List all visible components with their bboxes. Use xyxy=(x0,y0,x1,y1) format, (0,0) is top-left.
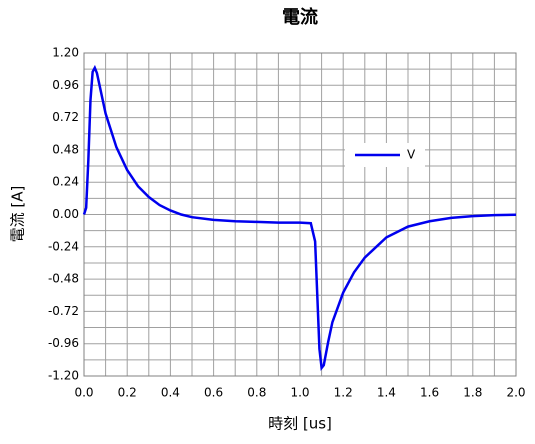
y-tick-label: -0.48 xyxy=(48,272,79,286)
y-tick-label: 0.24 xyxy=(52,175,79,189)
y-tick-label: 0.96 xyxy=(52,78,79,92)
y-tick-label: -0.24 xyxy=(48,239,79,253)
legend-label: V xyxy=(407,148,416,162)
x-tick-label: 1.8 xyxy=(463,386,482,400)
x-tick-label: 0.0 xyxy=(74,386,93,400)
y-tick-label: -1.20 xyxy=(48,369,79,383)
x-tick-label: 0.4 xyxy=(161,386,180,400)
x-tick-label: 1.2 xyxy=(334,386,353,400)
x-tick-label: 0.8 xyxy=(247,386,266,400)
x-tick-label: 0.2 xyxy=(118,386,137,400)
x-tick-label: 1.4 xyxy=(377,386,396,400)
x-axis-label: 時刻 [us] xyxy=(268,415,332,433)
y-tick-label: -0.96 xyxy=(48,336,79,350)
y-tick-label: 0.72 xyxy=(52,110,79,124)
y-tick-label: -0.72 xyxy=(48,304,79,318)
y-tick-label: 1.20 xyxy=(52,46,79,60)
x-tick-label: 1.0 xyxy=(290,386,309,400)
x-tick-label: 0.6 xyxy=(204,386,223,400)
chart-title: 電流 xyxy=(282,6,318,28)
y-tick-label: 0.48 xyxy=(52,142,79,156)
x-tick-label: 2.0 xyxy=(506,386,525,400)
y-axis-label: 電流 [A] xyxy=(9,186,27,243)
x-tick-label: 1.6 xyxy=(420,386,439,400)
series-line xyxy=(82,64,517,372)
y-tick-label: 0.00 xyxy=(52,207,79,221)
